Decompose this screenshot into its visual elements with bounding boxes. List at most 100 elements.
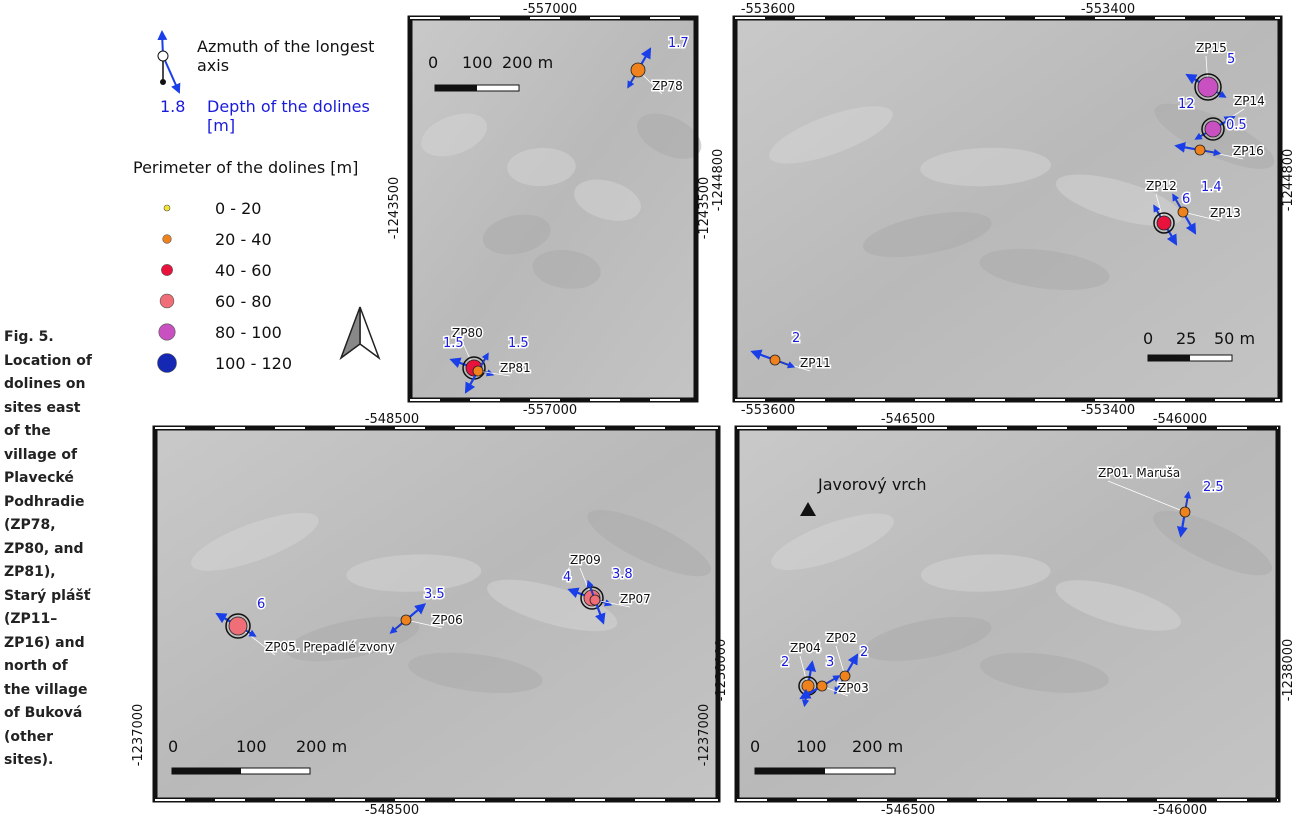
legend-class-label: 60 - 80 [215,292,272,311]
scale-label: 0 [168,737,178,756]
coord-bottom: -546500 [881,803,935,818]
coord-top: -553600 [741,2,795,17]
coord-right: -1237000 [697,704,712,767]
map-panel: -553600-553400-553600-553400-1244800-124… [711,2,1296,418]
doline [770,355,780,365]
doline-name: ZP16 [1233,144,1264,158]
doline-depth: 3.5 [424,587,445,602]
doline-name: ZP05. Prepadlé zvony [265,640,395,654]
coord-top: -546000 [1153,412,1207,427]
coord-right: -1243500 [697,177,712,240]
doline-name: ZP03 [838,681,869,695]
doline-name: ZP02 [826,631,857,645]
page: { "caption": {"figure": "Fig. 5.", "text… [0,0,1305,821]
doline-depth: 5 [1227,52,1235,67]
legend-class-label: 100 - 120 [215,354,292,373]
map-panel: -548500 -548500 -1237000 -1237000 0 100 200 m Z… [131,412,718,818]
legend-depth: Depth of the dolines [m] [207,97,387,135]
doline-depth: 0.5 [1226,118,1247,133]
doline-name: ZP01. Maruša [1098,466,1180,480]
legend-swatch [163,235,172,244]
figure: -557000-557000-1243500-12435000100200 mZ… [0,0,1305,821]
doline [1195,145,1205,155]
legend-swatch [161,264,172,275]
doline-depth: 1.4 [1201,180,1222,195]
scale-bar [1148,355,1190,361]
doline-depth: 6 [257,597,265,612]
scale-label: 100 [796,737,827,756]
doline-name: ZP81 [500,361,531,375]
doline-depth: 1.5 [443,336,464,351]
coord-bottom: -553400 [1081,403,1135,418]
doline [1178,207,1188,217]
scale-label: 200 m [296,737,347,756]
coord-top: -546500 [881,412,935,427]
doline-name: ZP06 [432,613,463,627]
coord-right: -1244800 [1281,149,1296,212]
doline [1198,77,1218,97]
coord-top: -548500 [365,412,419,427]
coord-bottom: -548500 [365,803,419,818]
legend-swatch [159,324,175,340]
azimuth-symbol [158,32,179,92]
hillshade [735,18,1280,400]
scale-label: 200 m [852,737,903,756]
coord-bottom: -553600 [741,403,795,418]
doline-depth: 2 [792,331,800,346]
doline [840,671,850,681]
doline-name: ZP09 [570,553,601,567]
doline-depth: 4 [563,570,571,585]
doline [401,615,411,625]
scale-bar [755,768,825,774]
legend-class-label: 80 - 100 [215,323,282,342]
doline [817,681,827,691]
doline-depth: 1.7 [668,36,689,51]
doline [229,617,247,635]
doline-name: ZP11 [800,356,831,370]
doline [631,63,645,77]
legend-class-label: 0 - 20 [215,199,261,218]
scale-bar [435,85,477,91]
doline-name: ZP15 [1196,41,1227,55]
legend-azimuth: Azmuth of the longest axis [197,37,407,75]
doline-depth: 2.5 [1203,480,1224,495]
doline-depth: 6 [1182,192,1190,207]
map-panel: -546500 -546000 -546500 -546000 -1238000 -123… [714,412,1296,818]
coord-left: -1237000 [131,704,146,767]
scale-bar [172,768,241,774]
coord-left: -1243500 [387,177,402,240]
doline-name: ZP12 [1146,179,1177,193]
coord-bottom: -546000 [1153,803,1207,818]
scale-label: 0 [1143,329,1153,348]
doline [1157,216,1171,230]
legend-swatch [164,205,170,211]
scale-label: 100 [236,737,267,756]
scale-label: 0 [750,737,760,756]
caption: Fig. 5. Location of dolines on sites eas… [4,326,96,773]
doline-name: ZP04 [790,641,821,655]
legend-depth-example: 1.8 [160,97,185,116]
doline-name: ZP14 [1234,94,1265,108]
doline [473,366,483,376]
caption-figure: Fig. 5. [4,326,96,350]
legend-class-label: 20 - 40 [215,230,272,249]
scale-label: 0 [428,53,438,72]
doline-depth: 2 [860,645,868,660]
doline-name: ZP78 [652,79,683,93]
scale-label: 50 m [1214,329,1255,348]
doline-name: ZP07 [620,592,651,606]
doline [802,680,814,692]
north-arrow [341,307,379,358]
peak-label: Javorový vrch [817,475,926,494]
doline [1180,507,1190,517]
doline-depth: 3 [826,655,834,670]
doline [1205,121,1221,137]
coord-left: -1238000 [714,639,729,702]
scale-label: 100 [462,53,493,72]
scale-label: 200 m [502,53,553,72]
legend-swatch [160,294,174,308]
caption-text: Location of dolines on sites east of the… [4,350,96,773]
coord-right: -1238000 [1281,639,1296,702]
doline-name: ZP13 [1210,206,1241,220]
doline-depth: 3.8 [612,567,633,582]
